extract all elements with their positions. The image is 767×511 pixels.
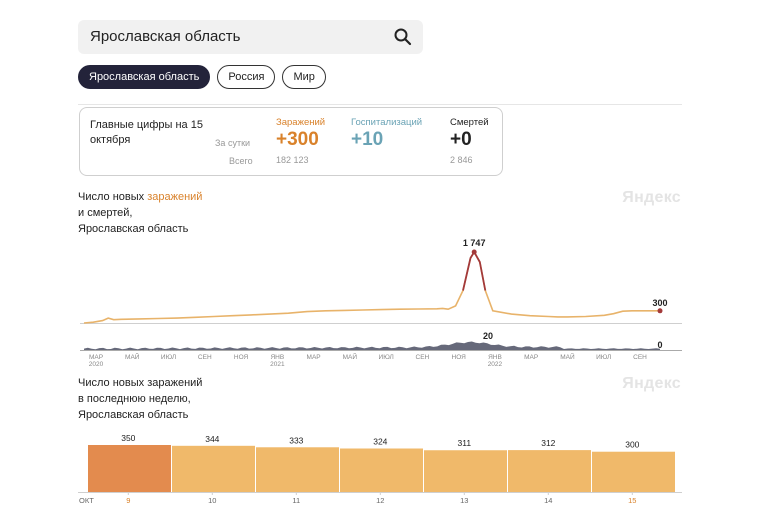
bar-value-label: 311: [458, 438, 472, 448]
last-label: 300: [652, 298, 667, 308]
chart2-x-tick: 14: [544, 496, 552, 505]
chart2-title: Число новых заражений в последнюю неделю…: [78, 375, 202, 423]
search-input[interactable]: Ярославская область: [90, 28, 241, 45]
bar-value-label: 312: [541, 438, 555, 448]
summary-title: Главные цифры на 15 октября: [90, 119, 203, 146]
bar-15[interactable]: [592, 451, 675, 492]
chart2-x-tick: 9: [126, 496, 130, 505]
tab-world[interactable]: Мир: [282, 65, 326, 89]
tab-yaroslavl[interactable]: Ярославская область: [78, 65, 211, 89]
deaths-label: Смертей: [450, 117, 489, 128]
chart1-title-pre: Число новых: [78, 191, 148, 203]
bar-value-label: 344: [205, 434, 219, 444]
chart1-x-tick: МАР: [307, 354, 321, 361]
chart1-x-tick: НОЯ: [452, 354, 467, 361]
bar-13[interactable]: [424, 450, 507, 492]
stat-deaths: Смертей +0 2 846: [450, 117, 489, 165]
chart1-x-tick: МАР: [524, 354, 538, 361]
chart2-title-l1: Число новых заражений: [78, 377, 203, 389]
bar-value-label: 333: [289, 435, 303, 445]
chart1-x-tick: ЯНВ: [488, 354, 502, 361]
chart1-x-tick: МАЙ: [560, 352, 575, 361]
infections-total: 182 123: [276, 155, 309, 165]
summary-card: Главные цифры на 15 октября За сутки Все…: [79, 107, 503, 176]
last-point: [657, 308, 663, 314]
hospital-day: +10: [351, 129, 384, 150]
chart1-x-tick: ИЮЛ: [161, 354, 176, 361]
chart1-x-tick: СЕН: [198, 354, 212, 361]
chart1-title-highlight: заражений: [147, 191, 203, 203]
search-box[interactable]: Ярославская область: [78, 20, 423, 54]
chart2-title-l3: Ярославская область: [78, 409, 189, 421]
region-tabs: Ярославская область Россия Мир: [78, 65, 326, 89]
row-label-day: За сутки: [215, 138, 251, 148]
chart2-x-tick: 15: [628, 496, 636, 505]
stat-infections: Заражений +300 182 123: [276, 117, 325, 165]
infections-series-line: [83, 250, 660, 324]
bar-value-label: 350: [121, 433, 135, 443]
divider: [78, 104, 682, 105]
bar-9[interactable]: [88, 445, 171, 492]
bar-10[interactable]: [172, 445, 255, 492]
peak-point: [471, 249, 477, 255]
chart2-x-tick: 10: [208, 496, 216, 505]
chart2-month-label: ОКТ: [79, 496, 94, 505]
yandex-watermark-2: Яндекс: [622, 375, 681, 392]
peak-label: 1 747: [463, 238, 486, 248]
bar-12[interactable]: [340, 448, 423, 492]
chart1-x-tick: МАЙ: [125, 352, 140, 361]
infections-label: Заражений: [276, 117, 326, 128]
chart1-x-tick-year: 2022: [488, 361, 503, 368]
chart1-title-l3: Ярославская область: [78, 223, 189, 235]
chart2-x-tick: 12: [376, 496, 384, 505]
chart1-x-tick-year: 2021: [270, 361, 285, 368]
row-label-total: Всего: [229, 156, 253, 166]
infections-day: +300: [276, 129, 319, 150]
deaths-total: 2 846: [450, 155, 473, 165]
chart1-x-tick: МАР: [89, 354, 103, 361]
stat-hospital: Госпитализаций +10: [351, 117, 422, 151]
chart1-x-tick: ЯНВ: [270, 354, 284, 361]
search-icon[interactable]: [393, 27, 413, 47]
chart1-x-tick: СЕН: [633, 354, 647, 361]
bar-value-label: 300: [625, 440, 639, 450]
deaths-peak-label: 20: [483, 331, 493, 341]
chart2-x-tick: 11: [292, 496, 300, 505]
chart1-x-tick: ИЮЛ: [596, 354, 611, 361]
yandex-watermark-1: Яндекс: [622, 189, 681, 206]
chart1-title: Число новых заражений и смертей, Ярослав…: [78, 189, 202, 237]
hospital-label: Госпитализаций: [351, 117, 423, 128]
deaths-series-area: [84, 341, 660, 350]
deaths-day: +0: [450, 129, 472, 150]
chart1-x-tick: ИЮЛ: [379, 354, 394, 361]
chart1-title-l2: и смертей,: [78, 207, 133, 219]
chart1-x-tick: МАЙ: [343, 352, 358, 361]
deaths-last-label: 0: [657, 340, 662, 350]
chart2-x-tick: 13: [460, 496, 468, 505]
chart2-title-l2: в последнюю неделю,: [78, 393, 191, 405]
bar-value-label: 324: [373, 436, 387, 446]
chart1-x-tick: НОЯ: [234, 354, 249, 361]
bar-14[interactable]: [508, 450, 591, 492]
chart1-x-tick: СЕН: [416, 354, 430, 361]
bar-11[interactable]: [256, 447, 339, 492]
tab-russia[interactable]: Россия: [217, 65, 276, 89]
chart1-x-tick-year: 2020: [89, 361, 104, 368]
